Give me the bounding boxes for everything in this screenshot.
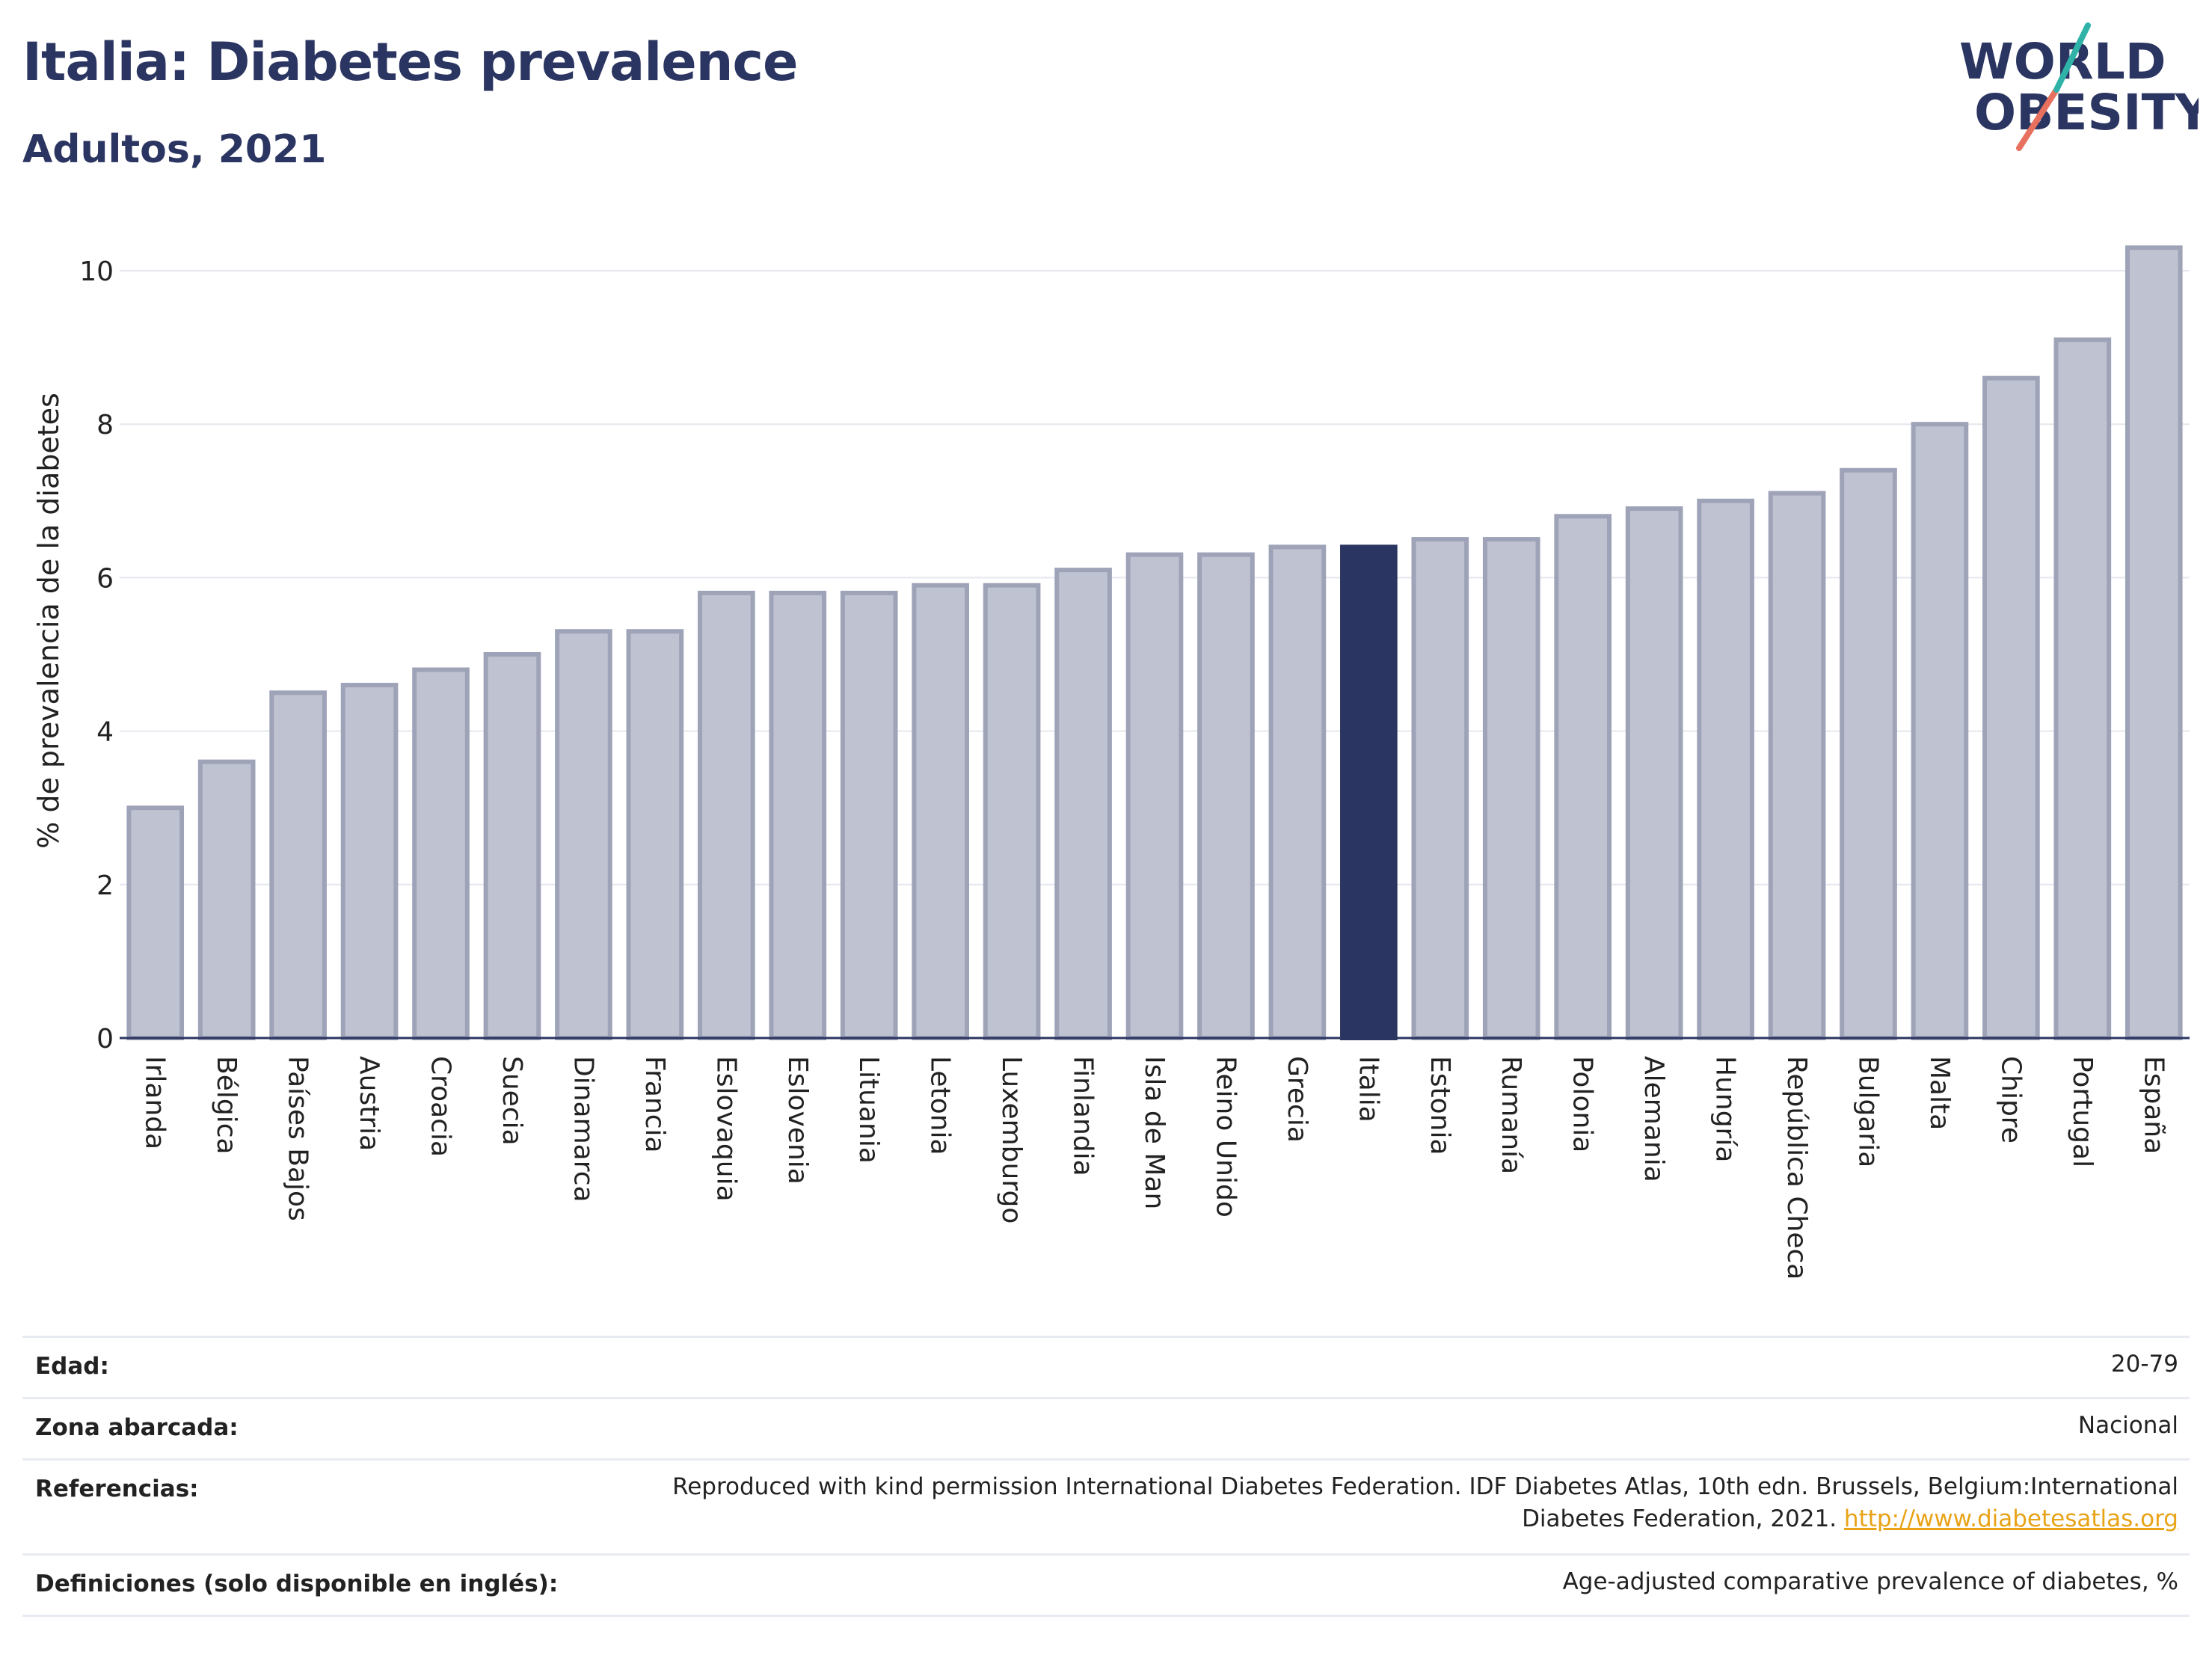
info-key: Zona abarcada: bbox=[35, 1414, 239, 1441]
bar-eslovaquia bbox=[697, 590, 755, 1040]
bar-luxemburgo bbox=[983, 583, 1041, 1040]
y-tick-label: 6 bbox=[96, 563, 114, 594]
x-tick-label: Suecia bbox=[497, 1056, 527, 1146]
x-tick-label: Malta bbox=[1924, 1056, 1955, 1130]
world-obesity-logo: WORLD OBESITY bbox=[1959, 22, 2199, 151]
x-tick-label: República Checa bbox=[1781, 1056, 1812, 1280]
x-tick-label: Reino Unido bbox=[1210, 1056, 1241, 1218]
logo-line2: OBESITY bbox=[1974, 84, 2199, 141]
x-tick-label: Letonia bbox=[925, 1056, 956, 1155]
bar-austria bbox=[340, 683, 399, 1040]
info-value: Nacional bbox=[2077, 1412, 2178, 1439]
x-tick-label: Chipre bbox=[1995, 1056, 2026, 1143]
bar-grecia bbox=[1268, 544, 1327, 1040]
bar-chart: 0 2 4 6 8 10 Irlanda Bélgica Países Bajos Austria… bbox=[32, 245, 2190, 1280]
bar-finlandia bbox=[1054, 568, 1112, 1040]
y-axis-label: % de prevalencia de la diabetes bbox=[32, 393, 65, 849]
x-tick-label: Irlanda bbox=[140, 1056, 170, 1149]
bar-irlanda bbox=[126, 805, 185, 1040]
bar-eslovenia bbox=[769, 590, 827, 1040]
bars bbox=[126, 245, 2183, 1041]
chart-subtitle: Adultos, 2021 bbox=[22, 127, 327, 172]
x-tick-label: Croacia bbox=[425, 1056, 456, 1157]
x-tick-label: Polonia bbox=[1567, 1056, 1598, 1152]
x-tick-label: España bbox=[2138, 1056, 2169, 1154]
x-tick-label: Hungría bbox=[1710, 1056, 1741, 1162]
bar-francia bbox=[626, 629, 684, 1040]
bar-hungría bbox=[1697, 498, 1754, 1040]
y-tick-label: 2 bbox=[96, 871, 114, 901]
bar-croacia bbox=[412, 667, 470, 1041]
x-tick-label: Rumanía bbox=[1496, 1056, 1526, 1174]
bar-rumanía bbox=[1482, 537, 1540, 1040]
x-tick-label: Italia bbox=[1353, 1056, 1383, 1123]
bar-polonia bbox=[1554, 514, 1612, 1040]
bar-estonia bbox=[1411, 537, 1469, 1040]
info-row: Zona abarcada: Nacional bbox=[22, 1397, 2190, 1461]
info-value: Reproduced with kind permission Internat… bbox=[672, 1473, 2178, 1532]
bar-italia bbox=[1340, 544, 1398, 1040]
info-row: Edad: 20-79 bbox=[22, 1336, 2190, 1399]
y-tick-label: 10 bbox=[79, 257, 114, 287]
bar-dinamarca bbox=[555, 629, 612, 1040]
bar-bulgaria bbox=[1840, 467, 1897, 1040]
bar-república-checa bbox=[1768, 491, 1826, 1040]
info-value: 20-79 bbox=[2110, 1351, 2178, 1378]
x-tick-label: Países Bajos bbox=[283, 1056, 313, 1221]
x-tick-label: Estonia bbox=[1425, 1056, 1455, 1155]
x-tick-label: Portugal bbox=[2067, 1056, 2098, 1167]
y-tick-label: 4 bbox=[96, 717, 114, 748]
bar-portugal bbox=[2053, 337, 2112, 1040]
bar-reino-unido bbox=[1197, 552, 1255, 1040]
x-tick-label: Francia bbox=[639, 1056, 670, 1153]
bar-isla-de-man bbox=[1125, 552, 1184, 1040]
bar-países-bajos bbox=[269, 690, 327, 1040]
axes: 0 2 4 6 8 10 Irlanda Bélgica Países Bajos Austria… bbox=[79, 257, 2190, 1280]
x-tick-label: Austria bbox=[354, 1056, 384, 1151]
y-tick-label: 8 bbox=[96, 410, 114, 440]
x-tick-label: Finlandia bbox=[1068, 1056, 1099, 1176]
x-tick-label: Bélgica bbox=[211, 1056, 242, 1155]
info-key: Definiciones (solo disponible en inglés)… bbox=[35, 1570, 559, 1597]
info-row: Referencias: Reproduced with kind permiss… bbox=[22, 1458, 2190, 1556]
x-tick-label: Luxemburgo bbox=[996, 1056, 1027, 1223]
x-tick-label: Dinamarca bbox=[568, 1056, 598, 1203]
bar-malta bbox=[1911, 422, 1969, 1040]
y-tick-label: 0 bbox=[96, 1024, 114, 1054]
info-row: Definiciones (solo disponible en inglés)… bbox=[22, 1553, 2190, 1617]
bar-chipre bbox=[1982, 375, 2040, 1040]
info-table-bottom-border bbox=[22, 1615, 2190, 1617]
info-key: Referencias: bbox=[35, 1476, 199, 1502]
bar-bélgica bbox=[197, 759, 256, 1040]
x-tick-label: Eslovaquia bbox=[710, 1056, 741, 1202]
bar-letonia bbox=[912, 583, 969, 1040]
info-value: Age-adjusted comparative prevalence of d… bbox=[1562, 1568, 2178, 1595]
x-tick-label: Alemania bbox=[1638, 1056, 1669, 1182]
bar-suecia bbox=[483, 652, 541, 1040]
x-tick-label: Grecia bbox=[1282, 1056, 1312, 1143]
x-tick-label: Isla de Man bbox=[1139, 1056, 1170, 1209]
x-tick-label: Eslovenia bbox=[782, 1056, 813, 1185]
bar-lituania bbox=[840, 590, 898, 1040]
bar-españa bbox=[2125, 245, 2183, 1041]
info-key: Edad: bbox=[35, 1353, 109, 1380]
x-tick-label: Bulgaria bbox=[1852, 1056, 1883, 1167]
x-tick-label: Lituania bbox=[853, 1056, 884, 1164]
chart-title: Italia: Diabetes prevalence bbox=[22, 31, 798, 93]
reference-link[interactable]: http://www.diabetesatlas.org bbox=[1843, 1505, 2178, 1532]
bar-alemania bbox=[1625, 506, 1683, 1040]
